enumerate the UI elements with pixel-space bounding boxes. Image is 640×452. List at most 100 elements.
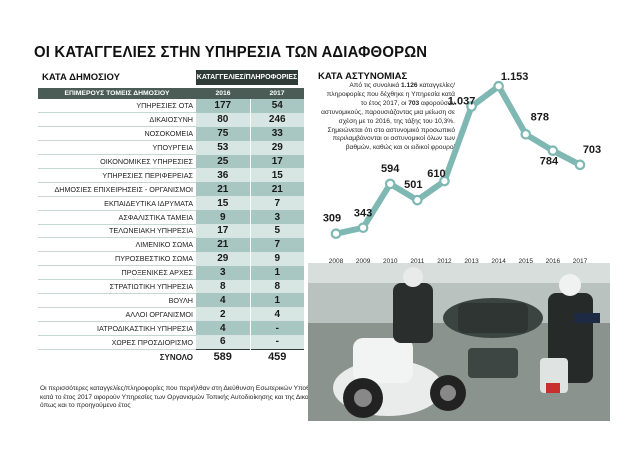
data-point	[384, 178, 396, 190]
table-row: ΕΚΠΑΙΔΕΥΤΙΚΑ ΙΔΡΥΜΑΤΑ 15 7	[38, 196, 304, 211]
data-label: 1.037	[448, 95, 476, 107]
data-point	[412, 194, 423, 206]
row-sector-name: ΥΠΟΥΡΓΕΙΑ	[38, 140, 196, 156]
right-section-title: ΚΑΤΑ ΑΣΤΥΝΟΜΙΑΣ	[318, 71, 408, 82]
row-value-2016: 53	[196, 140, 251, 155]
description-part: Από τις συνολικά	[349, 82, 402, 89]
total-2017: 459	[250, 348, 304, 366]
table-row: ΝΟΣΟΚΟΜΕΙΑ 75 33	[38, 126, 304, 142]
data-label: 610	[427, 168, 445, 180]
table-body: ΥΠΗΡΕΣΙΕΣ ΟΤΑ 177 54 ΔΙΚΑΙΟΣΥΝΗ 80 246 ΝΟΣΟΚΟΜ…	[38, 99, 304, 366]
row-sector-name: ΣΤΡΑΤΙΩΤΙΚΗ ΥΠΗΡΕΣΙΑ	[38, 279, 196, 294]
table-row: ΒΟΥΛΗ 4 1	[38, 293, 304, 308]
table-row: ΑΣΦΑΛΙΣΤΙΚΑ ΤΑΜΕΙΑ 9 3	[38, 210, 304, 225]
data-label: 309	[323, 213, 341, 225]
total-label: ΣΥΝΟΛΟ	[38, 348, 196, 366]
table-row: ΑΛΛΟΙ ΟΡΓΑΝΙΣΜΟΙ 2 4	[38, 307, 304, 322]
data-label: 784	[540, 156, 559, 168]
left-header: ΚΑΤΑ ΔΗΜΟΣΙΟΥ ΚΑΤΑΓΓΕΛΙΕΣ/ΠΛΗΡΟΦΟΡΙΕΣ	[34, 70, 304, 86]
row-value-2017: 4	[250, 307, 304, 322]
police-motorcycle-photo	[308, 263, 610, 421]
row-value-2017: 17	[250, 154, 304, 169]
row-value-2016: 29	[196, 251, 251, 266]
row-value-2016: 4	[196, 293, 251, 308]
row-value-2016: 177	[196, 99, 251, 113]
row-sector-name: ΛΙΜΕΝΙΚΟ ΣΩΜΑ	[38, 237, 196, 253]
row-value-2017: 15	[250, 168, 304, 183]
row-sector-name: ΝΟΣΟΚΟΜΕΙΑ	[38, 126, 196, 142]
table-row: ΟΙΚΟΝΟΜΙΚΕΣ ΥΠΗΡΕΣΙΕΣ 25 17	[38, 154, 304, 169]
x-tick-label: 2014	[491, 258, 506, 265]
row-value-2016: 25	[196, 154, 251, 169]
row-value-2017: 3	[250, 210, 304, 225]
row-value-2016: 36	[196, 168, 251, 183]
row-value-2017: 5	[250, 224, 304, 238]
description-part: 1.126	[401, 82, 418, 89]
row-value-2017: 29	[250, 140, 304, 155]
row-value-2016: 75	[196, 126, 251, 141]
row-value-2016: 6	[196, 335, 251, 350]
x-tick-label: 2016	[546, 258, 561, 265]
row-sector-name: ΧΩΡΕΣ ΠΡΟΣΔΙΟΡΙΣΜΟ	[38, 335, 196, 350]
table-row: ΠΥΡΟΣΒΕΣΤΙΚΟ ΣΩΜΑ 29 9	[38, 251, 304, 267]
row-value-2017: 21	[250, 182, 304, 197]
table-row: ΥΠΗΡΕΣΙΕΣ ΟΤΑ 177 54	[38, 99, 304, 114]
data-label: 1.153	[501, 71, 529, 83]
row-sector-name: ΑΣΦΑΛΙΣΤΙΚΑ ΤΑΜΕΙΑ	[38, 210, 196, 225]
row-value-2017: 246	[250, 112, 304, 127]
col-header-2016: 2016	[196, 88, 250, 99]
x-tick-label: 2013	[464, 258, 479, 265]
table-row: ΧΩΡΕΣ ΠΡΟΣΔΙΟΡΙΣΜΟ 6-	[38, 335, 304, 350]
x-tick-label: 2010	[383, 258, 398, 265]
row-sector-name: ΟΙΚΟΝΟΜΙΚΕΣ ΥΠΗΡΕΣΙΕΣ	[38, 154, 196, 169]
data-point	[357, 222, 369, 234]
description-part: καταγγελίες/ πληροφορίες που δέχθηκε η Υ…	[326, 82, 455, 107]
table-row: ΤΕΛΩΝΕΙΑΚΗ ΥΠΗΡΕΣΙΑ 17 5	[38, 224, 304, 239]
row-value-2017: 7	[250, 237, 304, 252]
row-value-2016: 17	[196, 224, 251, 238]
x-tick-label: 2008	[329, 258, 344, 265]
row-value-2017: 1	[250, 265, 304, 280]
table-row: ΙΑΤΡΟΔΙΚΑΣΤΙΚΗ ΥΠΗΡΕΣΙΑ 4-	[38, 321, 304, 336]
main-title: ΟΙ ΚΑΤΑΓΓΕΛΙΕΣ ΣΤΗΝ ΥΠΗΡΕΣΙΑ ΤΩΝ ΑΔΙΑΦΘΟ…	[34, 44, 428, 61]
x-tick-label: 2011	[410, 258, 424, 265]
col-header-2017: 2017	[250, 88, 304, 99]
public-sector-table: ΕΠΙΜΕΡΟΥΣ ΤΟΜΕΙΣ ΔΗΜΟΣΙΟΥ 2016 2017 ΥΠΗΡ…	[38, 88, 304, 366]
row-value-2016: 3	[196, 265, 251, 280]
x-tick-label: 2012	[437, 258, 452, 265]
row-value-2016: 21	[196, 237, 251, 252]
series-line	[335, 83, 582, 237]
complaints-header-box: ΚΑΤΑΓΓΕΛΙΕΣ/ΠΛΗΡΟΦΟΡΙΕΣ	[196, 70, 298, 85]
police-description: Από τις συνολικά 1.126 καταγγελίες/ πληρ…	[320, 82, 455, 153]
table-row: ΥΠΟΥΡΓΕΙΑ 53 29	[38, 140, 304, 156]
left-section-title: ΚΑΤΑ ΔΗΜΟΣΙΟΥ	[42, 72, 120, 83]
table-header-row: ΕΠΙΜΕΡΟΥΣ ΤΟΜΕΙΣ ΔΗΜΟΣΙΟΥ 2016 2017	[38, 88, 304, 99]
row-sector-name: ΔΗΜΟΣΙΕΣ ΕΠΙΧΕΙΡΗΣΕΙΣ - ΟΡΓΑΝΙΣΜΟΙ	[38, 182, 196, 197]
table-row: ΛΙΜΕΝΙΚΟ ΣΩΜΑ 21 7	[38, 237, 304, 253]
total-2016: 589	[196, 348, 251, 366]
police-line-chart: 309 2008 343 2009 594 2010 501 2011 610 2012 1.037…	[323, 71, 601, 265]
description-part: αφορούσαν αστυνομικούς, παρουσιάζοντας μ…	[321, 99, 455, 152]
row-sector-name: ΑΛΛΟΙ ΟΡΓΑΝΙΣΜΟΙ	[38, 307, 196, 322]
row-sector-name: ΔΙΚΑΙΟΣΥΝΗ	[38, 112, 196, 128]
total-row: ΣΥΝΟΛΟ 589 459	[38, 348, 304, 366]
photo-illustration	[308, 263, 610, 421]
data-label: 343	[354, 208, 372, 220]
row-value-2017: 7	[250, 196, 304, 211]
row-value-2016: 9	[196, 210, 251, 225]
row-sector-name: ΒΟΥΛΗ	[38, 293, 196, 308]
data-label: 594	[381, 163, 400, 175]
row-value-2017: 54	[250, 99, 304, 113]
row-sector-name: ΠΥΡΟΣΒΕΣΤΙΚΟ ΣΩΜΑ	[38, 251, 196, 267]
footnote: Οι περισσότερες καταγγελίες/πληροφορίες …	[40, 385, 334, 410]
row-sector-name: ΕΚΠΑΙΔΕΥΤΙΚΑ ΙΔΡΥΜΑΤΑ	[38, 196, 196, 211]
data-point	[330, 228, 342, 239]
description-part: 703	[408, 99, 420, 107]
chart-layer: 309 2008 343 2009 594 2010 501 2011 610 2012 1.037…	[323, 71, 601, 265]
table-row: ΥΠΗΡΕΣΙΕΣ ΠΕΡΙΦΕΡΕΙΑΣ 36 15	[38, 168, 304, 183]
data-point	[493, 80, 504, 92]
row-sector-name: ΠΡΟΞΕΝΙΚΕΣ ΑΡΧΕΣ	[38, 265, 196, 281]
row-sector-name: ΤΕΛΩΝΕΙΑΚΗ ΥΠΗΡΕΣΙΑ	[38, 224, 196, 239]
row-value-2016: 15	[196, 196, 251, 211]
row-value-2017: -	[250, 335, 304, 350]
